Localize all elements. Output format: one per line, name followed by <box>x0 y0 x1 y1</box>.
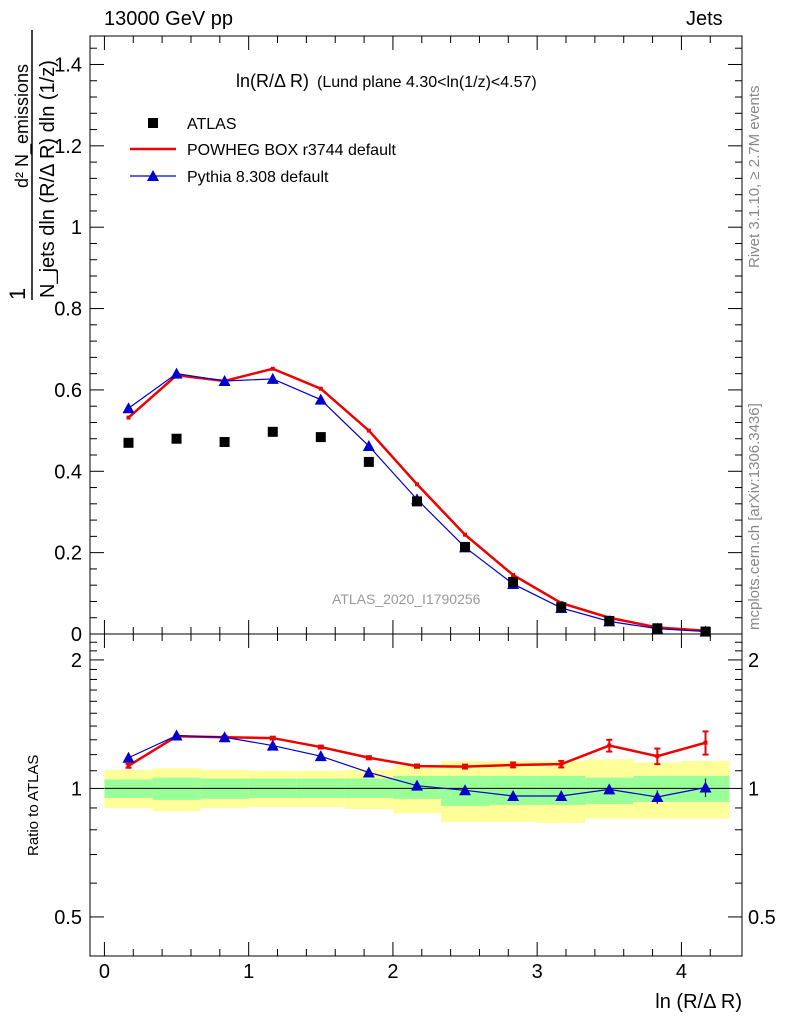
atlas-point <box>604 615 615 626</box>
header-jets-label: Jets <box>686 8 723 30</box>
ratio-pythia-point <box>459 784 472 796</box>
powheg-point <box>318 386 323 391</box>
ratio-pythia-point <box>507 789 520 801</box>
pythia-point <box>266 372 279 384</box>
ratio-powheg-point <box>415 764 420 769</box>
x-tick-label: 1 <box>243 961 254 983</box>
ratio-powheg-point <box>703 740 708 745</box>
y-label-numerator: 1 <box>5 288 30 300</box>
atlas-point <box>652 623 663 634</box>
legend-marker-atlas <box>148 118 158 128</box>
ratio-powheg-point <box>318 745 323 750</box>
legend-label-powheg: POWHEG BOX r3744 default <box>187 142 397 159</box>
atlas-point <box>700 626 711 637</box>
ratio-pythia-point <box>266 739 279 751</box>
atlas-point <box>267 426 278 437</box>
ratio-frame <box>89 633 743 957</box>
ratio-y-axis-label: Ratio to ATLAS <box>25 755 42 856</box>
ratio-powheg-point <box>126 763 131 768</box>
main-panel: 0 0.2 0.4 0.6 0.8 1 1.2 1.4 ln(R/Δ R) (Lund plane… <box>5 30 743 646</box>
ratio-y-tick-label-right: 0.5 <box>748 907 776 929</box>
ratio-pythia-point <box>411 779 424 791</box>
header-energy-label: 13000 GeV pp <box>104 8 233 30</box>
powheg-point <box>463 532 468 537</box>
ratio-pythia-point <box>122 751 135 763</box>
ratio-pythia-point <box>651 790 664 802</box>
watermark-label: ATLAS_2020_I1790256 <box>332 591 481 607</box>
ratio-powheg-point <box>270 736 275 741</box>
powheg-point <box>415 482 420 487</box>
pythia-point <box>122 402 135 414</box>
legend-label-pythia: Pythia 8.308 default <box>187 169 329 186</box>
ratio-powheg-point <box>511 762 516 767</box>
ratio-powheg-point <box>463 764 468 769</box>
y-tick-label: 0.4 <box>54 461 82 483</box>
y-label-top: d² N_emissions <box>12 64 33 188</box>
y-tick-label: 0 <box>71 624 82 646</box>
y-axis-label: 1 N_jets dln (R/Δ R) dln (1/z)d² N_emissi… <box>5 30 59 300</box>
ratio-y-tick-label: 1 <box>71 778 82 800</box>
pythia-point <box>218 374 231 386</box>
powheg-point <box>126 415 131 420</box>
x-axis-label: ln (R/Δ R) <box>655 991 742 1013</box>
ratio-y-tick-label-right: 1 <box>748 778 759 800</box>
pythia-point <box>362 440 375 452</box>
atlas-point <box>219 436 230 447</box>
pythia-point <box>170 367 183 379</box>
ratio-powheg-point <box>655 754 660 759</box>
y-tick-label: 1.4 <box>54 54 82 76</box>
y-tick-label: 1.2 <box>54 136 82 158</box>
powheg-point <box>511 573 516 578</box>
ratio-powheg-point <box>366 755 371 760</box>
ratio-y-tick-label: 0.5 <box>54 907 82 929</box>
atlas-point <box>508 576 519 587</box>
ratio-pythia-point <box>555 789 568 801</box>
atlas-point <box>123 437 134 448</box>
ratio-pythia-point <box>699 781 712 793</box>
atlas-point <box>171 433 182 444</box>
x-tick-label: 2 <box>387 961 398 983</box>
x-tick-label: 3 <box>532 961 543 983</box>
atlas-point <box>315 432 326 443</box>
ratio-pythia-point <box>218 731 231 743</box>
atlas-point <box>363 456 374 467</box>
ratio-pythia-point <box>603 783 616 795</box>
y-label-denominator: N_jets dln (R/Δ R) dln (1/z) <box>37 60 59 298</box>
ratio-powheg-point <box>607 743 612 748</box>
powheg-point <box>366 428 371 433</box>
atlas-point <box>460 541 471 552</box>
legend-marker-pythia <box>147 170 159 181</box>
x-tick-label: 4 <box>676 961 687 983</box>
legend-label-atlas: ATLAS <box>187 116 237 133</box>
ratio-y-tick-label: 2 <box>71 650 82 672</box>
x-tick-label: 0 <box>99 961 110 983</box>
ratio-y-tick-label-right: 2 <box>748 650 759 672</box>
ratio-pythia-point <box>362 766 375 778</box>
atlas-point <box>412 496 423 507</box>
y-tick-label: 0.6 <box>54 380 82 402</box>
y-tick-label: 0.8 <box>54 299 82 321</box>
y-tick-label: 0.2 <box>54 543 82 565</box>
ratio-panel: 0.5 0.5 1 1 2 2 0 1 2 3 4 ln (R/Δ R) Ratio to ATLAS <box>25 633 776 1013</box>
ratio-pythia-point <box>314 750 327 762</box>
pythia-point <box>314 393 327 405</box>
y-tick-label: 1 <box>71 217 82 239</box>
ratio-pythia-point <box>170 729 183 741</box>
chart-title: ln(R/Δ R) (Lund plane 4.30<ln(1/z)<4.57) <box>236 71 537 91</box>
ratio-powheg-point <box>559 762 564 767</box>
powheg-point <box>270 366 275 371</box>
atlas-point <box>556 602 567 613</box>
